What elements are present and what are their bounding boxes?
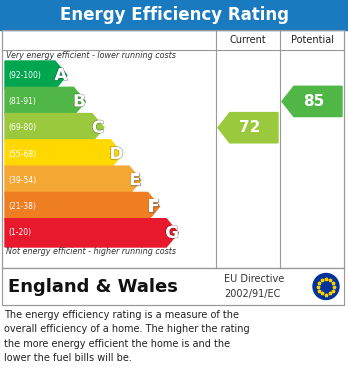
- Text: (92-100): (92-100): [8, 71, 41, 80]
- Text: (1-20): (1-20): [8, 228, 31, 237]
- Text: Very energy efficient - lower running costs: Very energy efficient - lower running co…: [6, 50, 176, 59]
- Bar: [2, 30, 344, 268]
- Bar: [0, 0, 348, 30]
- Polygon shape: [5, 219, 178, 247]
- Polygon shape: [5, 140, 122, 168]
- Text: The energy efficiency rating is a measure of the
overall efficiency of a home. T: The energy efficiency rating is a measur…: [4, 310, 250, 363]
- Text: Current: Current: [230, 35, 266, 45]
- Polygon shape: [218, 113, 278, 143]
- Text: England & Wales: England & Wales: [8, 278, 178, 296]
- Text: Energy Efficiency Rating: Energy Efficiency Rating: [60, 6, 288, 24]
- Text: (55-68): (55-68): [8, 149, 36, 158]
- Polygon shape: [5, 166, 141, 194]
- Polygon shape: [5, 61, 67, 89]
- Polygon shape: [5, 113, 104, 142]
- Text: 85: 85: [303, 94, 324, 109]
- Text: EU Directive
2002/91/EC: EU Directive 2002/91/EC: [224, 274, 284, 299]
- Polygon shape: [282, 86, 342, 117]
- Text: G: G: [165, 224, 179, 242]
- Text: 72: 72: [239, 120, 260, 135]
- Text: (69-80): (69-80): [8, 123, 36, 132]
- Polygon shape: [5, 87, 85, 116]
- Circle shape: [313, 273, 339, 300]
- Text: D: D: [110, 145, 124, 163]
- Text: B: B: [73, 92, 86, 110]
- Text: Potential: Potential: [291, 35, 333, 45]
- Text: E: E: [129, 171, 141, 189]
- Polygon shape: [5, 192, 159, 221]
- Text: F: F: [148, 197, 159, 215]
- Text: (81-91): (81-91): [8, 97, 36, 106]
- Text: A: A: [54, 66, 67, 84]
- Bar: [2, 268, 344, 305]
- Text: Not energy efficient - higher running costs: Not energy efficient - higher running co…: [6, 246, 176, 255]
- Text: C: C: [92, 119, 104, 137]
- Text: (21-38): (21-38): [8, 202, 36, 211]
- Text: (39-54): (39-54): [8, 176, 36, 185]
